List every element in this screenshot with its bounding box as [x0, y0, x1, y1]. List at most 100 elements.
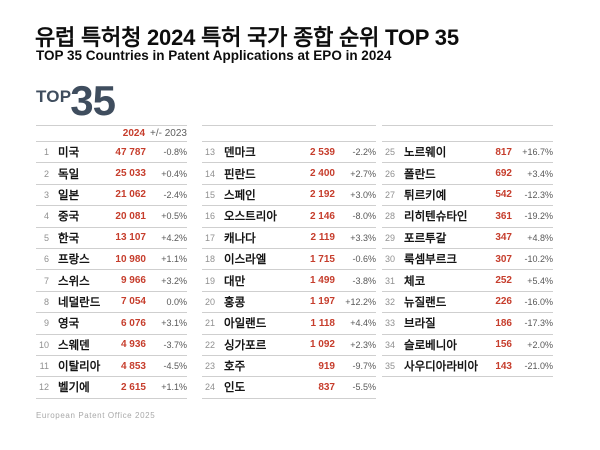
table-row: 19 대만 1 499 -3.8%: [202, 270, 376, 292]
change-cell: -2.2%: [352, 147, 376, 158]
change-cell: +3.1%: [161, 318, 187, 329]
rank-cell: 1: [43, 147, 49, 158]
change-cell: -2.4%: [163, 189, 187, 200]
value-cell: 817: [495, 146, 512, 158]
rank-cell: 22: [204, 339, 215, 350]
rank-cell: 6: [43, 254, 49, 265]
change-cell: +3.3%: [350, 232, 376, 243]
rank-cell: 32: [384, 296, 395, 307]
value-cell: 143: [495, 360, 512, 372]
table-row: 29 포르투갈 347 +4.8%: [382, 228, 553, 249]
value-cell: 307: [495, 253, 512, 265]
rank-cell: 11: [39, 361, 49, 372]
column-header: [382, 125, 553, 142]
country-cell: 홍콩: [224, 296, 246, 309]
table-row: 1 미국 47 787 -0.8%: [36, 142, 187, 164]
change-cell: -9.7%: [352, 361, 376, 372]
country-cell: 독일: [58, 168, 80, 181]
country-cell: 체코: [404, 275, 426, 288]
country-cell: 한국: [58, 232, 80, 245]
change-cell: -5.5%: [352, 382, 376, 393]
rank-cell: 19: [204, 275, 215, 286]
country-cell: 프랑스: [58, 254, 90, 267]
top35-logo: TOP 35: [36, 80, 116, 122]
country-cell: 중국: [58, 211, 80, 224]
rank-cell: 31: [384, 275, 395, 286]
change-cell: -16.0%: [524, 296, 553, 307]
value-cell: 347: [495, 232, 512, 244]
change-cell: +1.1%: [161, 254, 187, 265]
change-cell: +3.0%: [350, 189, 376, 200]
change-cell: +5.4%: [527, 275, 553, 286]
rank-cell: 5: [43, 232, 49, 243]
rank-cell: 33: [384, 318, 395, 329]
rank-cell: 34: [384, 339, 395, 350]
country-cell: 스페인: [224, 189, 256, 202]
table-row: 22 싱가포르 1 092 +2.3%: [202, 335, 376, 356]
change-cell: 0.0%: [166, 296, 187, 307]
rank-cell: 26: [384, 168, 395, 179]
rank-cell: 29: [384, 232, 395, 243]
table-row: 28 리히텐슈타인 361 -19.2%: [382, 206, 553, 228]
change-cell: -8.0%: [352, 211, 376, 222]
rank-cell: 17: [204, 232, 215, 243]
table-row: 14 핀란드 2 400 +2.7%: [202, 163, 376, 185]
table-row: 5 한국 13 107 +4.2%: [36, 228, 187, 249]
change-cell: +3.2%: [161, 275, 187, 286]
value-cell: 2 146: [309, 210, 335, 222]
value-cell: 9 966: [120, 275, 146, 287]
value-cell: 226: [495, 296, 512, 308]
country-cell: 캐나다: [224, 232, 256, 245]
country-cell: 뉴질랜드: [404, 296, 447, 309]
change-cell: -12.3%: [524, 189, 553, 200]
change-cell: +2.7%: [350, 168, 376, 179]
table-row: 30 룩셈부르크 307 -10.2%: [382, 249, 553, 271]
change-cell: -0.6%: [352, 254, 376, 265]
value-cell: 47 787: [115, 146, 146, 158]
page-subtitle: TOP 35 Countries in Patent Applications …: [36, 48, 392, 63]
logo-top-text: TOP: [36, 87, 72, 106]
value-cell: 2 615: [120, 381, 146, 393]
table-row: 23 호주 919 -9.7%: [202, 356, 376, 378]
rank-cell: 2: [43, 168, 49, 179]
change-cell: +2.3%: [350, 339, 376, 350]
table-row: 26 폴란드 692 +3.4%: [382, 163, 553, 185]
table-row: 3 일본 21 062 -2.4%: [36, 185, 187, 207]
value-cell: 7 054: [120, 296, 146, 308]
table-row: 33 브라질 186 -17.3%: [382, 313, 553, 335]
country-cell: 일본: [58, 189, 80, 202]
table-row: 17 캐나다 2 119 +3.3%: [202, 228, 376, 249]
table-row: 31 체코 252 +5.4%: [382, 270, 553, 292]
change-cell: -10.2%: [524, 254, 553, 265]
source-credit: European Patent Office 2025: [36, 411, 156, 420]
ranking-column-2: 13 덴마크 2 539 -2.2% 14 핀란드 2 400 +2.7% 15 스페인 2 192…: [202, 125, 376, 399]
table-row: 6 프랑스 10 980 +1.1%: [36, 249, 187, 271]
change-cell: -3.7%: [163, 339, 187, 350]
country-cell: 오스트리아: [224, 211, 277, 224]
change-cell: +4.4%: [350, 318, 376, 329]
table-row: 2 독일 25 033 +0.4%: [36, 163, 187, 185]
value-cell: 692: [495, 168, 512, 180]
change-cell: +0.4%: [161, 168, 187, 179]
table-row: 13 덴마크 2 539 -2.2%: [202, 142, 376, 164]
table-row: 21 아일랜드 1 118 +4.4%: [202, 313, 376, 335]
page-title: 유럽 특허청 2024 특허 국가 종합 순위 TOP 35: [35, 25, 459, 50]
header-change-label: +/- 2023: [150, 127, 187, 139]
value-cell: 1 197: [309, 296, 335, 308]
value-cell: 21 062: [115, 189, 146, 201]
change-cell: -19.2%: [524, 211, 553, 222]
value-cell: 542: [495, 189, 512, 201]
table-row: 9 영국 6 076 +3.1%: [36, 313, 187, 335]
rank-cell: 28: [384, 211, 395, 222]
table-row: 34 슬로베니아 156 +2.0%: [382, 335, 553, 356]
value-cell: 6 076: [120, 317, 146, 329]
value-cell: 919: [318, 360, 335, 372]
country-cell: 네덜란드: [58, 296, 101, 309]
value-cell: 2 539: [309, 146, 335, 158]
country-cell: 이스라엘: [224, 254, 267, 267]
rank-cell: 7: [43, 275, 49, 286]
table-row: 7 스위스 9 966 +3.2%: [36, 270, 187, 292]
header-year-label: 2024: [122, 127, 146, 139]
change-cell: -3.8%: [352, 275, 376, 286]
